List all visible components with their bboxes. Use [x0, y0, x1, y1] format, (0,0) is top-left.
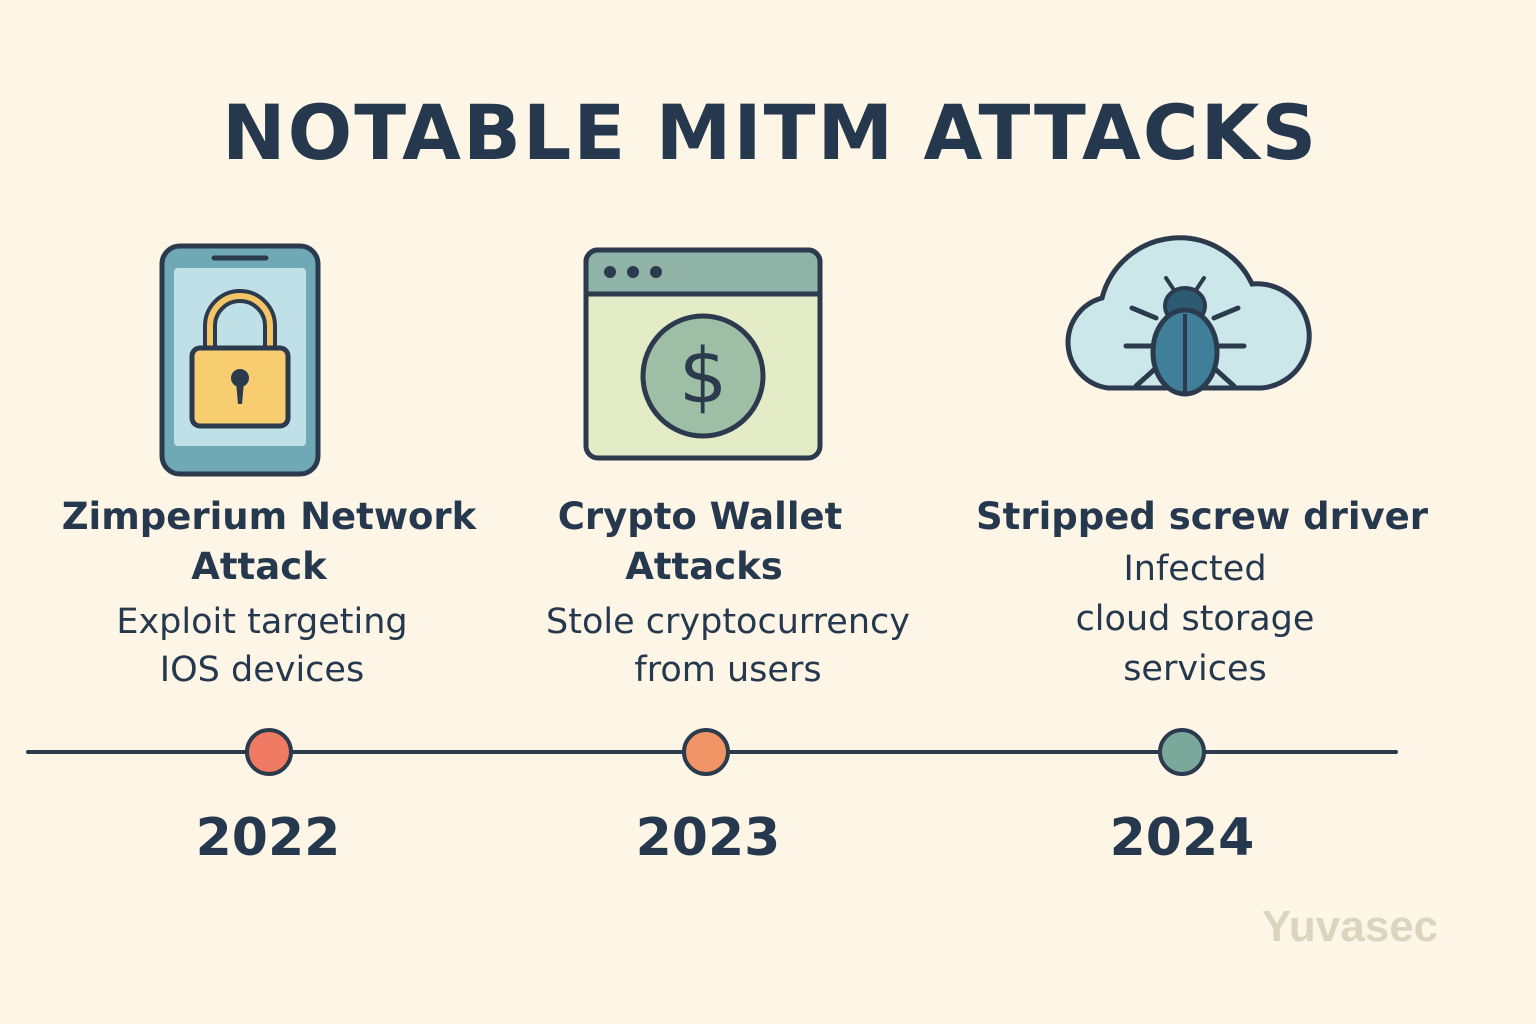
- event-title-line1: Zimperium Network: [61, 495, 477, 538]
- timeline-dot: [682, 728, 730, 776]
- svg-text:$: $: [679, 331, 727, 420]
- timeline-dot: [1158, 728, 1206, 776]
- event-title-line1: Crypto Wallet: [557, 495, 843, 538]
- year-label: 2024: [1109, 808, 1255, 868]
- bug-cloud-icon: [1065, 235, 1312, 397]
- page-title: NOTABLE MITM ATTACKS: [222, 88, 1319, 177]
- event-description: Infected cloud storage services: [1075, 549, 1315, 689]
- event-title-line2: Attack: [191, 545, 327, 588]
- dollar-browser-icon: $: [583, 247, 823, 461]
- event-title-line2: Attacks: [625, 545, 783, 588]
- padlock-phone-icon: [159, 243, 321, 477]
- event-title-line1: Stripped screw driver: [976, 495, 1428, 538]
- year-label: 2023: [635, 808, 781, 868]
- timeline-dot: [245, 728, 293, 776]
- event-description: Exploit targeting IOS devices: [116, 602, 408, 690]
- event-description: Stole cryptocurrency from users: [546, 602, 910, 690]
- year-label: 2022: [195, 808, 341, 868]
- watermark: Yuvasec: [1262, 902, 1439, 951]
